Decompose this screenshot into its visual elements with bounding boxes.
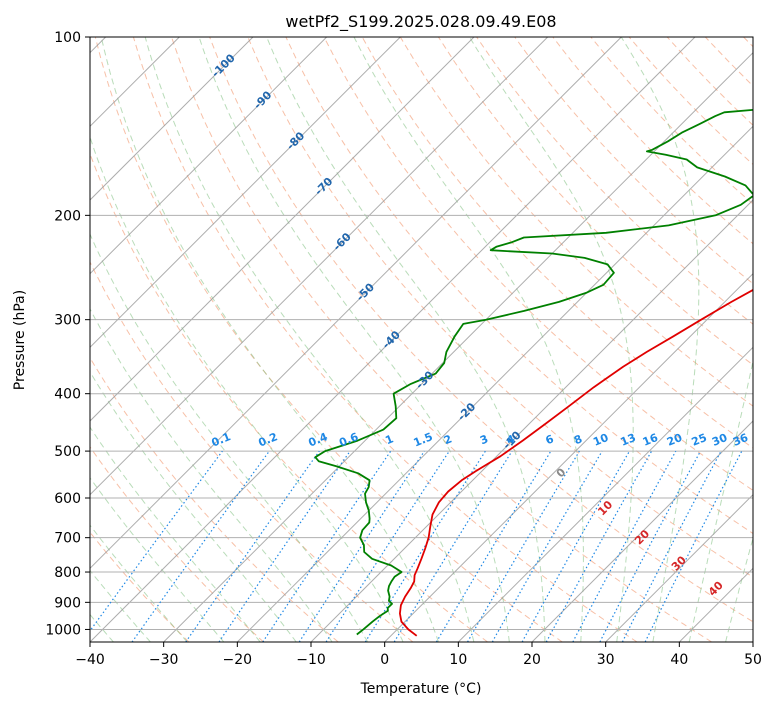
- dry-adiabat-line: [132, 37, 638, 642]
- dry-adiabat-line: [323, 37, 753, 491]
- moist-adiabat-line: [90, 135, 404, 642]
- mixing-ratio-line: [572, 450, 677, 642]
- y-axis: 1000 900 800 700 600 500 400 300 200 100: [45, 30, 90, 638]
- plot-frame: [89, 36, 754, 643]
- moist-adiabat-line: [198, 37, 510, 642]
- y-axis-label: Pressure (hPa): [12, 290, 28, 390]
- moist-adiabat-line: [725, 536, 753, 642]
- plot-area: -100-90-80-70-60-50-40-30-20-100.1 0.2 0.4…: [90, 37, 753, 642]
- moist-adiabat-line: [100, 37, 439, 642]
- y-tick-label: 300: [54, 313, 81, 329]
- mixing-ratio-lines: [90, 450, 743, 642]
- mixing-ratio-label: 10: [591, 431, 610, 449]
- x-tick-label: 0: [380, 652, 389, 668]
- isotherm-line: [90, 37, 549, 496]
- moist-adiabat-line: [90, 426, 261, 642]
- mixing-ratio-label: 36: [731, 431, 750, 449]
- dry-adiabats: [90, 37, 753, 642]
- x-tick-label: −40: [75, 652, 105, 668]
- moist-adiabat-line: [353, 37, 584, 642]
- x-axis: −40 −30 −20 −10 0 10 20 30 40 50: [75, 642, 762, 668]
- isotherm-line: [90, 37, 696, 642]
- moist-adiabat-line: [144, 37, 475, 642]
- isotherm-line: [310, 199, 753, 642]
- mixing-ratio-line: [545, 450, 653, 642]
- x-axis-label: Temperature (°C): [360, 681, 482, 697]
- mixing-ratio-line: [185, 450, 320, 642]
- dry-adiabat-line: [94, 37, 563, 642]
- isotherm-line: [90, 37, 254, 201]
- isotherm-line: [384, 272, 753, 642]
- isotherm-line: [605, 493, 753, 642]
- mixing-ratio-label: 8: [572, 432, 584, 447]
- x-tick-label: −30: [149, 652, 179, 668]
- dry-adiabat-line: [209, 37, 753, 623]
- y-tick-label: 100: [54, 30, 81, 46]
- sounding-profile-line: [399, 288, 753, 637]
- y-tick-label: 400: [54, 387, 81, 403]
- moist-adiabat-line: [90, 308, 333, 642]
- dry-adiabat-line: [247, 37, 753, 578]
- y-tick-label: 600: [54, 491, 81, 507]
- isotherm-line: [90, 37, 622, 570]
- x-tick-label: 20: [523, 652, 541, 668]
- x-tick-label: 10: [449, 652, 467, 668]
- moist-adiabat-line: [620, 37, 700, 642]
- mixing-ratio-line: [393, 450, 513, 642]
- mixing-ratio-label: 2: [442, 432, 454, 447]
- chart-title: wetPf2_S199.2025.028.09.49.E08: [285, 12, 556, 32]
- y-tick-label: 200: [54, 208, 81, 224]
- x-tick-label: 50: [744, 652, 762, 668]
- y-tick-label: 500: [54, 444, 81, 460]
- x-tick-label: −10: [296, 652, 326, 668]
- mixing-ratio-label: 16: [641, 431, 660, 449]
- sounding-profile-line: [314, 108, 753, 636]
- isotherms: [90, 37, 753, 642]
- mixing-ratio-line: [262, 450, 392, 642]
- dry-adiabat-line: [171, 37, 712, 642]
- moist-adiabat-line: [688, 358, 753, 642]
- y-tick-label: 700: [54, 531, 81, 547]
- mixing-ratio-label: 3: [478, 432, 490, 447]
- isotherm-line: [236, 125, 753, 642]
- mixing-ratio-line: [90, 450, 223, 632]
- moist-adiabat-line: [90, 476, 225, 642]
- mixing-ratio-line: [131, 450, 270, 642]
- moist-adiabat-line: [90, 232, 369, 642]
- x-tick-label: −20: [223, 652, 253, 668]
- moist-adiabat-line: [90, 569, 151, 642]
- moist-adiabat-line: [266, 37, 546, 642]
- mixing-ratio-label: 20: [665, 431, 684, 449]
- y-tick-label: 1000: [45, 622, 81, 638]
- isotherm-line: [531, 420, 753, 642]
- mixing-ratio-line: [521, 450, 631, 642]
- dry-adiabat-line: [90, 356, 339, 642]
- y-tick-label: 900: [54, 595, 81, 611]
- dry-adiabat-line: [90, 260, 414, 642]
- x-tick-label: 40: [670, 652, 688, 668]
- dry-adiabat-line: [514, 37, 753, 285]
- sounding-series: [314, 108, 753, 637]
- mixing-ratio-label: 30: [710, 431, 729, 449]
- mixing-ratio-label: 13: [619, 431, 638, 449]
- dry-adiabat-line: [90, 446, 264, 642]
- mixing-ratio-label: 25: [690, 431, 709, 449]
- isotherm-line: [90, 37, 475, 422]
- mixing-ratio-line: [218, 450, 351, 642]
- y-tick-label: 800: [54, 565, 81, 581]
- dry-adiabat-line: [285, 37, 753, 535]
- moist-adiabat-line: [90, 524, 188, 642]
- isotherm-line: [457, 346, 753, 642]
- isotherm-line: [90, 37, 401, 349]
- mixing-ratio-line: [644, 450, 743, 642]
- mixing-ratio-line: [298, 450, 425, 642]
- mixing-ratio-label: 1: [383, 432, 395, 447]
- mixing-ratio-line: [325, 450, 450, 642]
- isotherm-line: [90, 37, 328, 275]
- x-tick-label: 30: [597, 652, 615, 668]
- dry-adiabat-line: [476, 37, 753, 325]
- moist-adiabat-line: [90, 370, 297, 642]
- isotherm-line: [163, 51, 753, 642]
